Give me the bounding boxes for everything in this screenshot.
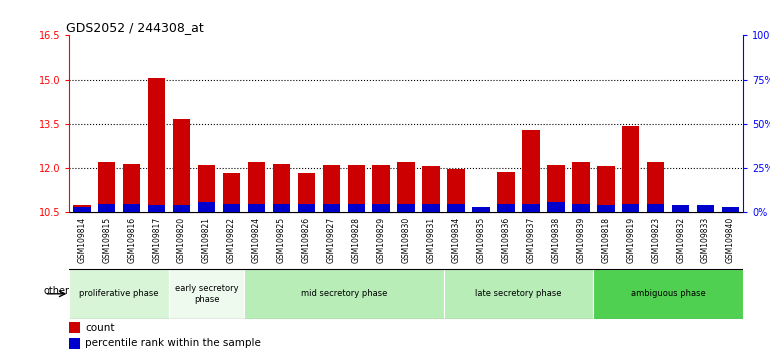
Text: GDS2052 / 244308_at: GDS2052 / 244308_at: [66, 21, 204, 34]
Bar: [672, 206, 689, 212]
Text: GSM109830: GSM109830: [402, 217, 410, 263]
Text: GSM109833: GSM109833: [701, 217, 710, 263]
Bar: [198, 202, 216, 212]
Text: late secretory phase: late secretory phase: [475, 289, 562, 298]
Bar: [721, 207, 739, 212]
Bar: [123, 204, 140, 212]
Text: GSM109816: GSM109816: [127, 217, 136, 263]
Bar: [347, 165, 365, 212]
Bar: [172, 205, 190, 212]
Bar: [497, 204, 514, 212]
Text: count: count: [85, 322, 115, 332]
Text: mid secretory phase: mid secretory phase: [300, 289, 387, 298]
Bar: [169, 269, 244, 319]
Text: GSM109819: GSM109819: [626, 217, 635, 263]
Bar: [397, 162, 415, 212]
Bar: [622, 204, 640, 212]
Text: GSM109827: GSM109827: [326, 217, 336, 263]
Bar: [69, 269, 169, 319]
Bar: [622, 126, 640, 212]
Bar: [522, 130, 540, 212]
Text: early secretory
phase: early secretory phase: [175, 284, 239, 303]
Text: GSM109825: GSM109825: [277, 217, 286, 263]
Bar: [597, 166, 614, 212]
Text: GSM109836: GSM109836: [501, 217, 511, 263]
Bar: [73, 205, 91, 212]
Text: GSM109821: GSM109821: [202, 217, 211, 263]
Text: other: other: [43, 286, 69, 296]
Bar: [248, 162, 265, 212]
Text: GSM109818: GSM109818: [601, 217, 611, 263]
Bar: [347, 204, 365, 212]
Bar: [298, 173, 315, 212]
Bar: [447, 204, 465, 212]
Bar: [572, 204, 590, 212]
Text: GSM109832: GSM109832: [676, 217, 685, 263]
Bar: [522, 204, 540, 212]
Bar: [298, 204, 315, 212]
Bar: [248, 204, 265, 212]
Text: GSM109834: GSM109834: [451, 217, 460, 263]
Text: GSM109835: GSM109835: [477, 217, 486, 263]
Bar: [472, 209, 490, 212]
Bar: [497, 172, 514, 212]
Bar: [98, 204, 116, 212]
Bar: [373, 165, 390, 212]
Bar: [73, 207, 91, 212]
Bar: [244, 269, 444, 319]
Text: GSM109829: GSM109829: [377, 217, 386, 263]
Bar: [594, 269, 743, 319]
Text: GSM109823: GSM109823: [651, 217, 660, 263]
Bar: [373, 204, 390, 212]
Bar: [597, 205, 614, 212]
Text: GSM109831: GSM109831: [427, 217, 436, 263]
Text: GSM109838: GSM109838: [551, 217, 561, 263]
Text: GSM109840: GSM109840: [726, 217, 735, 263]
Bar: [423, 166, 440, 212]
Text: GSM109814: GSM109814: [77, 217, 86, 263]
Bar: [148, 205, 166, 212]
Text: GSM109837: GSM109837: [527, 217, 535, 263]
Bar: [397, 204, 415, 212]
Bar: [472, 207, 490, 212]
Bar: [172, 119, 190, 212]
Bar: [223, 204, 240, 212]
Bar: [148, 78, 166, 212]
Text: percentile rank within the sample: percentile rank within the sample: [85, 338, 261, 348]
Text: GSM109828: GSM109828: [352, 217, 361, 263]
Text: ambiguous phase: ambiguous phase: [631, 289, 705, 298]
Bar: [547, 202, 564, 212]
Bar: [323, 204, 340, 212]
Text: proliferative phase: proliferative phase: [79, 289, 159, 298]
Bar: [273, 204, 290, 212]
Text: GSM109822: GSM109822: [227, 217, 236, 263]
Bar: [69, 338, 80, 349]
Bar: [647, 204, 665, 212]
Bar: [672, 205, 689, 212]
Text: GSM109824: GSM109824: [252, 217, 261, 263]
Bar: [721, 209, 739, 212]
Text: GSM109815: GSM109815: [102, 217, 111, 263]
Bar: [123, 164, 140, 212]
Bar: [273, 164, 290, 212]
Bar: [572, 162, 590, 212]
Bar: [647, 162, 665, 212]
Text: GSM109820: GSM109820: [177, 217, 186, 263]
Bar: [98, 162, 116, 212]
Bar: [69, 322, 80, 333]
Bar: [697, 209, 715, 212]
Text: GSM109817: GSM109817: [152, 217, 161, 263]
Bar: [223, 173, 240, 212]
Bar: [423, 204, 440, 212]
Text: GSM109839: GSM109839: [577, 217, 585, 263]
Bar: [444, 269, 594, 319]
Bar: [198, 165, 216, 212]
Bar: [697, 205, 715, 212]
Bar: [323, 165, 340, 212]
Bar: [547, 165, 564, 212]
Text: GSM109826: GSM109826: [302, 217, 311, 263]
Bar: [447, 169, 465, 212]
